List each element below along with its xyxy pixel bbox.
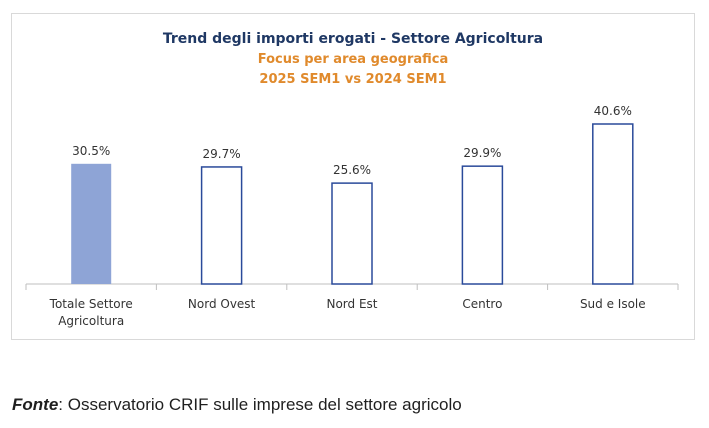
bar-5 — [592, 123, 634, 285]
bar-4 — [461, 165, 504, 285]
source-note: Fonte: Osservatorio CRIF sulle imprese d… — [12, 395, 462, 415]
data-label-4: 29.9% — [463, 146, 501, 160]
chart-frame: Trend degli importi erogati - Settore Ag… — [11, 13, 695, 340]
chart-subtitle-line-2: 2025 SEM1 vs 2024 SEM1 — [259, 72, 446, 87]
source-separator: : — [58, 395, 64, 414]
bar-3 — [331, 182, 373, 285]
source-label: Fonte — [12, 395, 59, 414]
category-label-1-line-2: Agricoltura — [58, 314, 124, 328]
chart-subtitle-line-1: Focus per area geografica — [258, 52, 449, 67]
data-label-1: 30.5% — [72, 144, 110, 158]
data-label-5: 40.6% — [594, 104, 632, 118]
data-label-2: 29.7% — [203, 147, 241, 161]
plot-area: 30.5% Totale Settore Agricoltura 29.7% Nord … — [25, 104, 679, 328]
bar-1 — [71, 163, 112, 284]
category-label-5: Sud e Isole — [580, 297, 646, 311]
category-label-2: Nord Ovest — [188, 297, 256, 311]
category-label-1-line-1: Totale Settore — [49, 297, 133, 311]
source-text: Osservatorio CRIF sulle imprese del sett… — [63, 395, 462, 414]
data-label-3: 25.6% — [333, 163, 371, 177]
bar-2 — [200, 166, 243, 285]
category-label-4: Centro — [462, 297, 502, 311]
chart-title: Trend degli importi erogati - Settore Ag… — [163, 31, 543, 47]
bar-chart: Trend degli importi erogati - Settore Ag… — [25, 31, 679, 328]
category-label-3: Nord Est — [326, 297, 377, 311]
